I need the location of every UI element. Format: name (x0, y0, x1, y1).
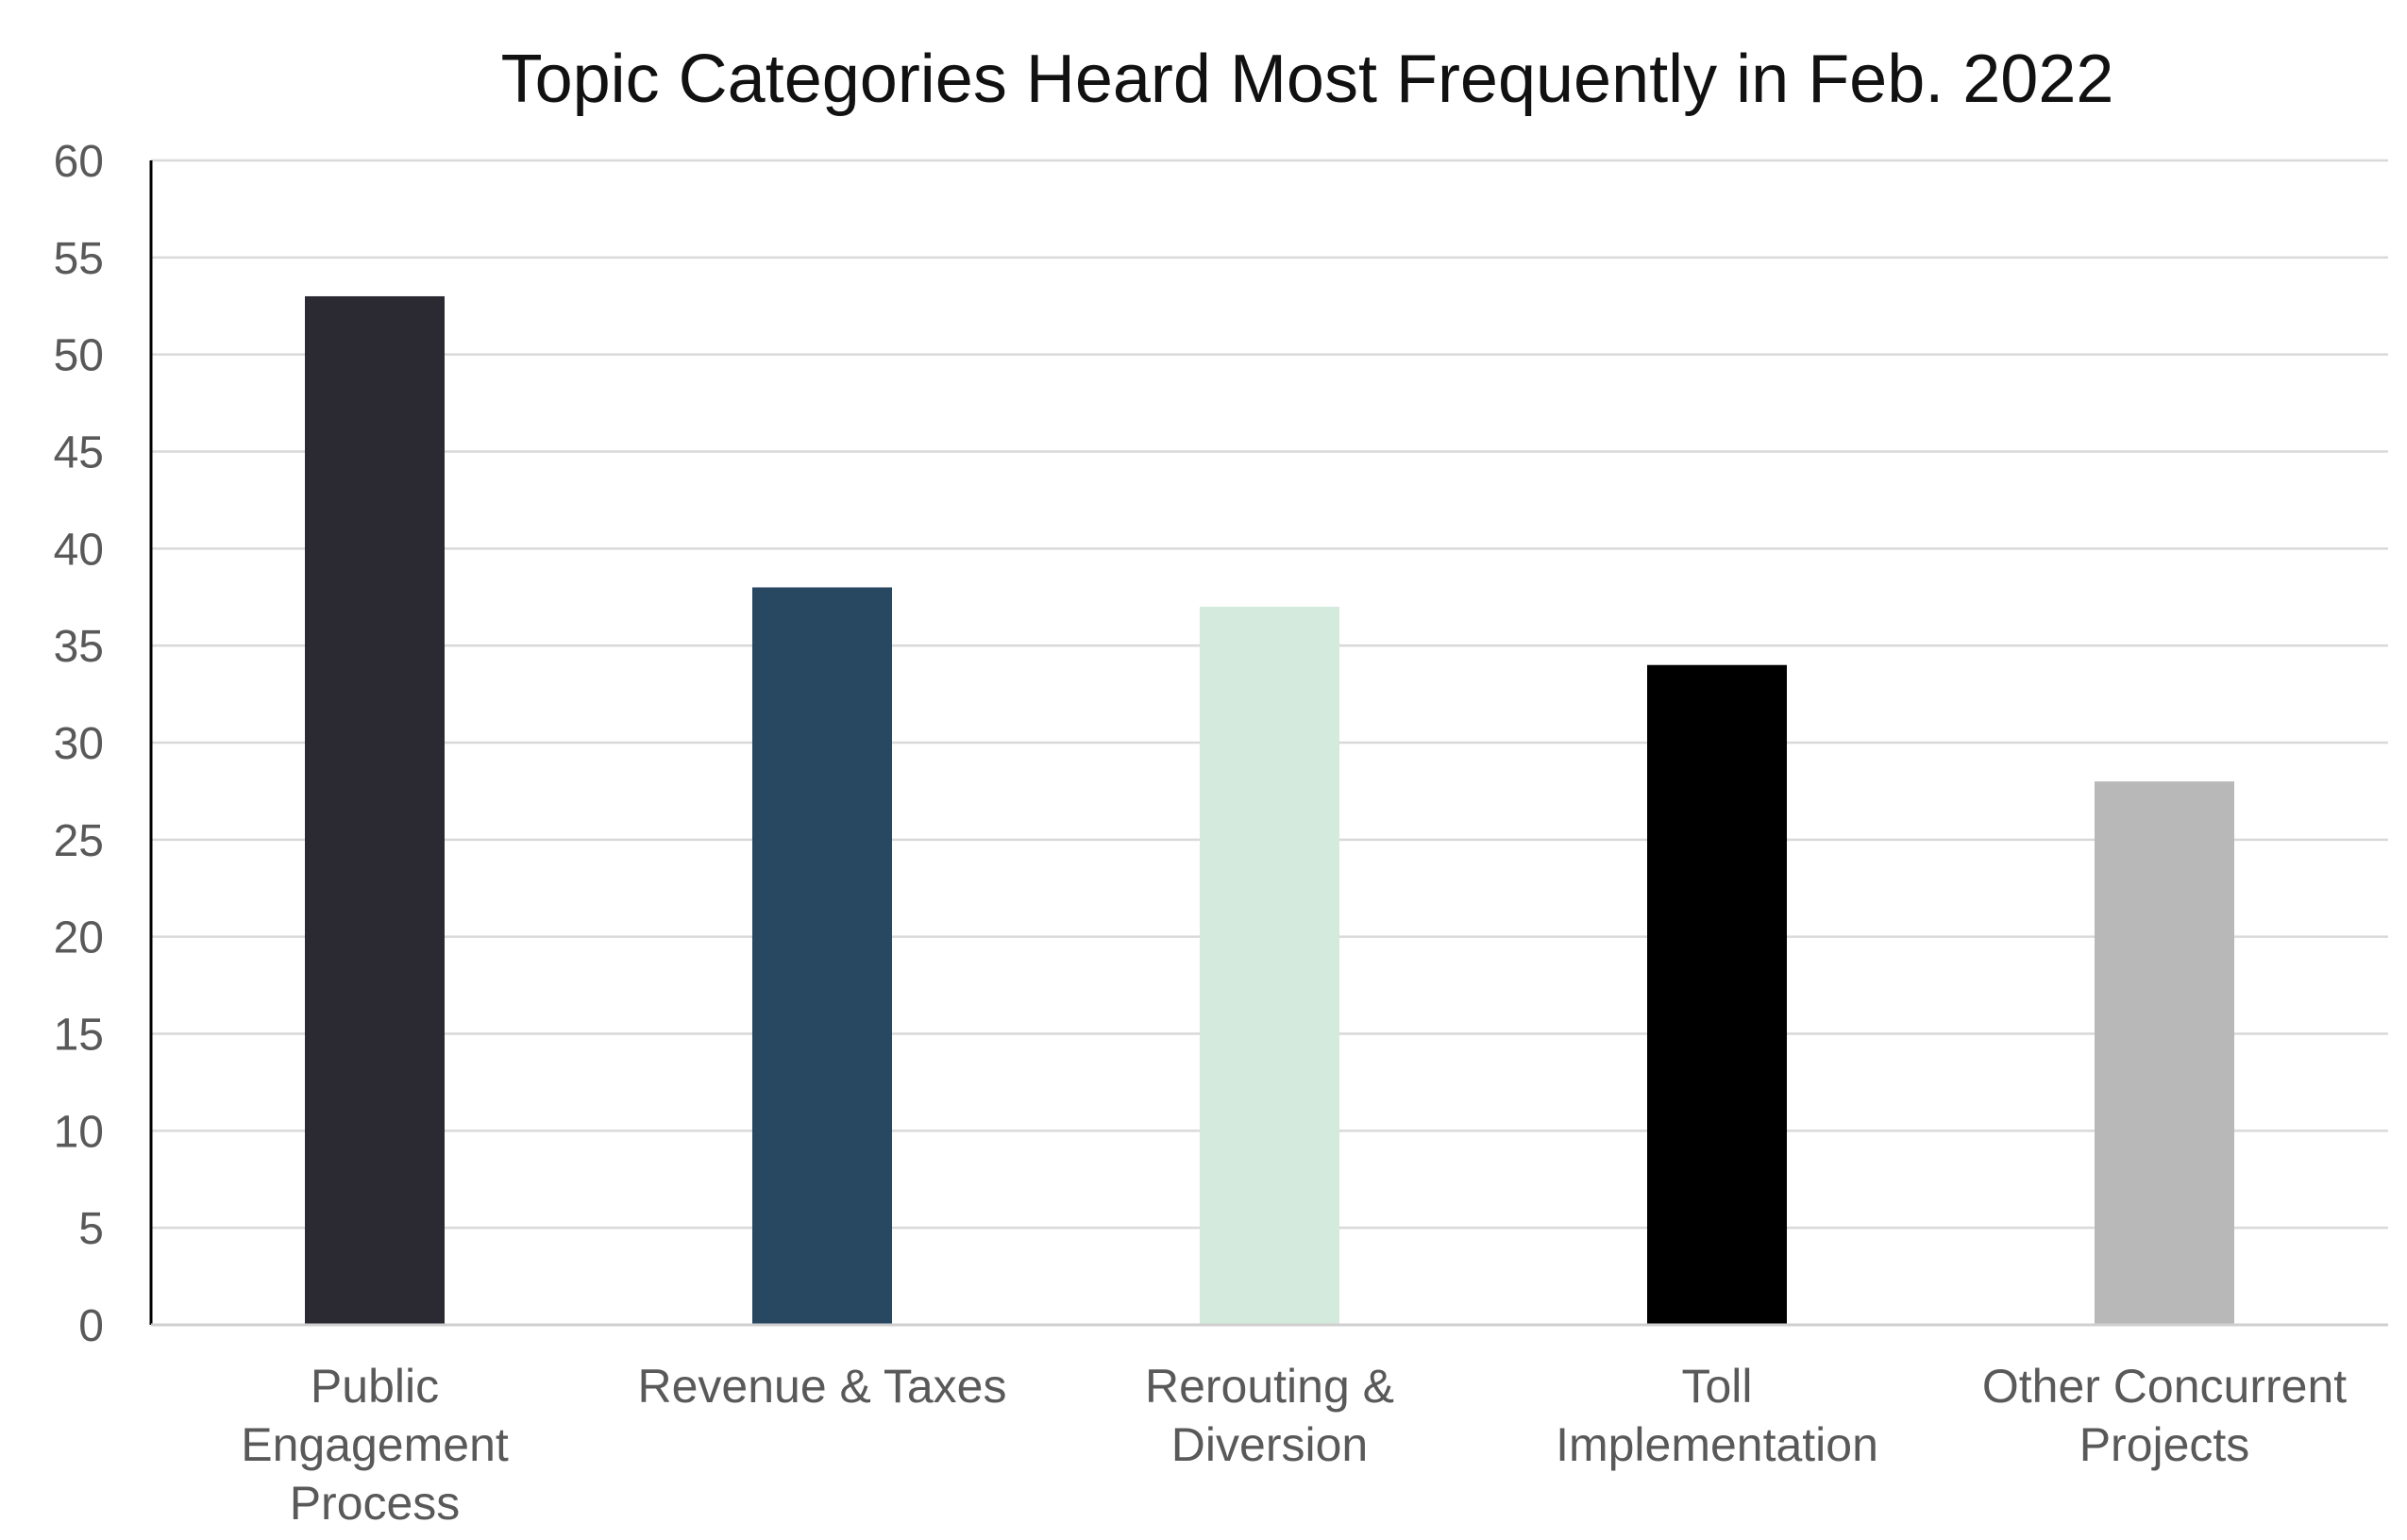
x-category-label-3: Toll Implementation (1556, 1360, 1878, 1471)
y-tick-label: 60 (54, 137, 104, 187)
bar-4 (2095, 781, 2234, 1325)
x-category-label-line: Rerouting & (1145, 1360, 1394, 1413)
chart-title: Topic Categories Heard Most Frequently i… (501, 42, 2114, 117)
x-category-label-line: Engagement (241, 1418, 509, 1471)
y-tick-label: 20 (54, 913, 104, 963)
x-category-label-1: Revenue & Taxes (638, 1360, 1007, 1413)
x-category-label-line: Revenue & Taxes (638, 1360, 1007, 1413)
y-tick-label: 5 (78, 1204, 104, 1254)
bar-2 (1200, 607, 1339, 1325)
x-category-label-line: Diversion (1171, 1418, 1368, 1471)
y-tick-label: 35 (54, 622, 104, 672)
bar-1 (752, 587, 892, 1325)
y-tick-label: 40 (54, 525, 104, 575)
y-tick-label: 25 (54, 816, 104, 866)
x-category-label-line: Implementation (1556, 1418, 1878, 1471)
bars (305, 295, 2234, 1325)
x-category-label-line: Process (290, 1477, 461, 1530)
x-category-label-line: Public (311, 1360, 439, 1413)
x-category-label-line: Projects (2079, 1418, 2250, 1471)
y-tick-label: 10 (54, 1107, 104, 1157)
y-tick-label: 15 (54, 1011, 104, 1061)
y-tick-label: 45 (54, 428, 104, 478)
x-category-label-line: Other Concurrent (1982, 1360, 2347, 1413)
x-category-label-line: Toll (1681, 1360, 1752, 1413)
x-category-label-2: Rerouting & Diversion (1145, 1360, 1394, 1471)
x-category-label-4: Other Concurrent Projects (1982, 1360, 2347, 1471)
y-tick-label: 30 (54, 719, 104, 769)
bar-3 (1647, 664, 1787, 1325)
y-tick-label: 50 (54, 331, 104, 381)
y-tick-label: 55 (54, 234, 104, 284)
y-tick-label: 0 (78, 1301, 104, 1351)
x-category-label-0: Public Engagement Process (241, 1360, 509, 1530)
bar-0 (305, 295, 445, 1325)
x-category-labels: Public Engagement Process Revenue & Taxes Re… (241, 1360, 2347, 1530)
y-tick-labels: 0 5 10 15 20 25 30 35 40 45 50 55 60 (54, 137, 104, 1351)
